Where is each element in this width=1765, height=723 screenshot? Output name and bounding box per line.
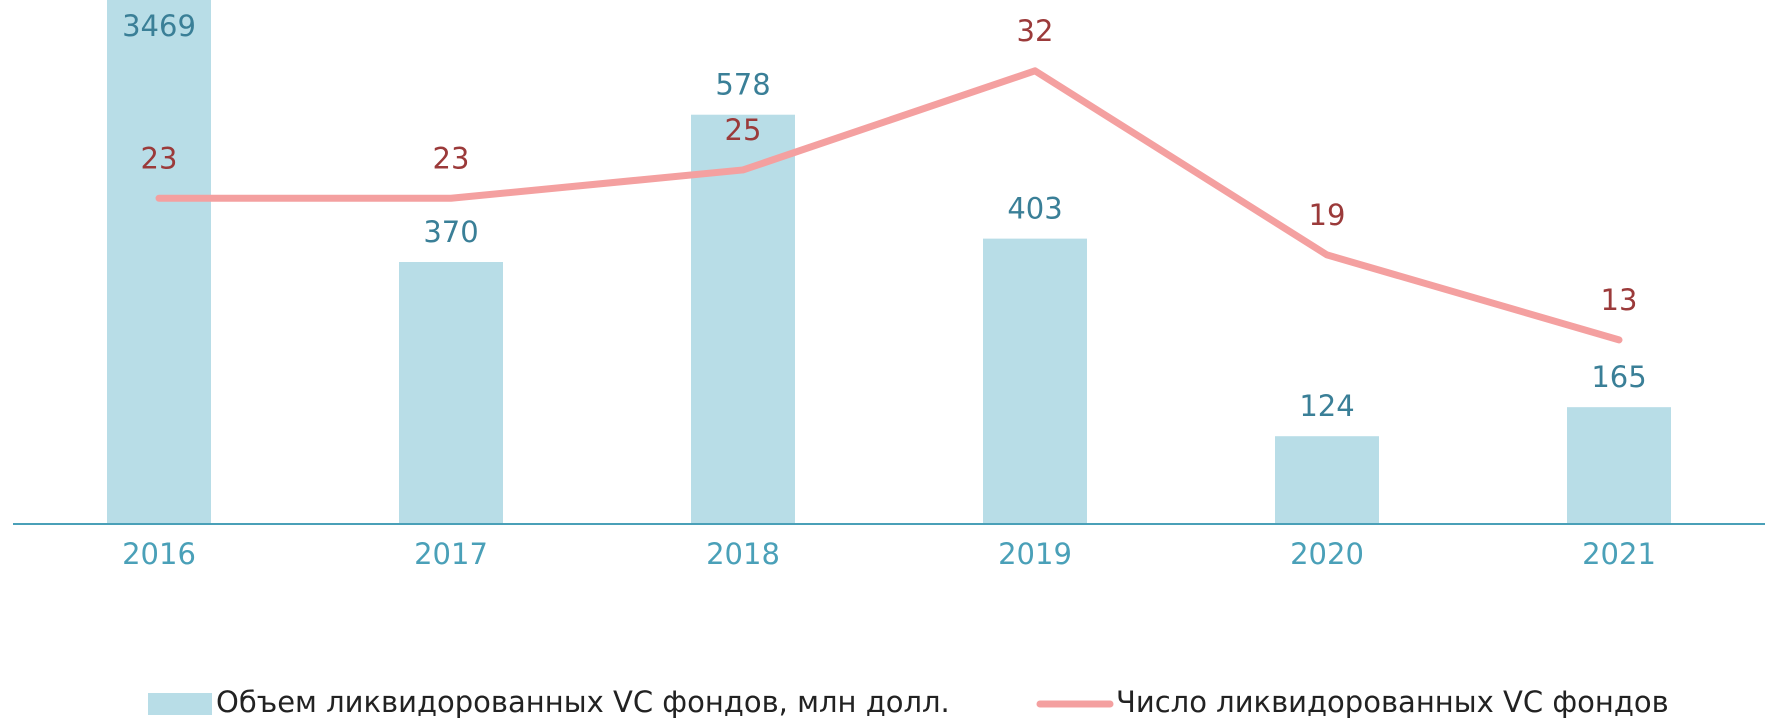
line-label: 23 [433,141,470,175]
x-tick-label: 2021 [1582,537,1656,571]
bar-label: 403 [1007,192,1062,226]
line-label: 13 [1601,283,1638,317]
line-label: 32 [1017,14,1054,48]
bar [691,114,795,524]
legend-swatch [148,693,212,715]
x-tick-label: 2019 [998,537,1072,571]
x-tick-label: 2017 [414,537,488,571]
bar [1275,436,1379,524]
bar-label: 3469 [122,9,196,43]
line-label: 23 [141,141,178,175]
x-tick-label: 2016 [122,537,196,571]
bar-label: 370 [423,215,478,249]
line [155,67,1623,344]
bar [399,262,503,524]
x-tick-label: 2018 [706,537,780,571]
bar [107,0,211,524]
legend-label: Число ликвидорованных VC фондов [1116,685,1669,719]
legend-label: Объем ликвидорованных VC фондов, млн дол… [216,685,950,719]
bar [1567,407,1671,524]
line-label: 25 [725,113,762,147]
bar-label: 124 [1299,389,1354,423]
bar-label: 578 [715,68,770,102]
x-tick-label: 2020 [1290,537,1364,571]
line-label: 19 [1309,198,1346,232]
bar [983,238,1087,524]
bar-label: 165 [1591,360,1646,394]
